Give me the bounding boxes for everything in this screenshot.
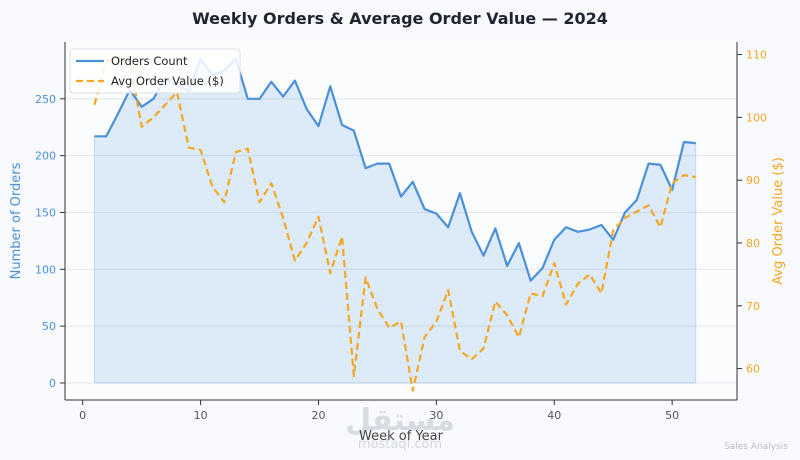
y-left-axis-label: Number of Orders [9, 162, 24, 279]
y-left-tick-label: 50 [42, 320, 56, 333]
legend-label-aov: Avg Order Value ($) [111, 74, 224, 88]
plot-area [65, 42, 737, 400]
y-left-tick-label: 250 [35, 93, 56, 106]
y-right-tick-label: 100 [746, 111, 767, 124]
watermark-url: mostaql.com [358, 437, 442, 452]
x-tick-label: 20 [311, 409, 325, 422]
legend-label-orders: Orders Count [111, 54, 188, 68]
footer-note: Sales Analysis [724, 442, 788, 452]
legend-box [69, 48, 241, 94]
y-left-tick-label: 200 [35, 150, 56, 163]
x-tick-label: 50 [665, 409, 679, 422]
x-axis-label: Week of Year [359, 429, 444, 444]
watermark-logo: مستقل [345, 403, 455, 438]
y-right-tick-label: 60 [746, 363, 760, 376]
y-left-tick-label: 150 [35, 206, 56, 219]
legend: Orders Count Avg Order Value ($) [69, 48, 241, 94]
y-right-tick-label: 110 [746, 49, 767, 62]
x-tick-label: 10 [194, 409, 208, 422]
chart-title: Weekly Orders & Average Order Value — 20… [192, 9, 608, 28]
y-right-axis-label: Avg Order Value ($) [771, 157, 786, 285]
y-right-tick-label: 70 [746, 300, 760, 313]
y-right-tick-label: 90 [746, 174, 760, 187]
y-left-tick-label: 0 [49, 377, 56, 390]
x-tick-label: 30 [429, 409, 443, 422]
x-tick-label: 40 [547, 409, 561, 422]
avg-order-value-line [93, 56, 696, 392]
y-left-tick-label: 100 [35, 263, 56, 276]
y-right-tick-label: 80 [746, 237, 760, 250]
x-tick-label: 0 [79, 409, 86, 422]
